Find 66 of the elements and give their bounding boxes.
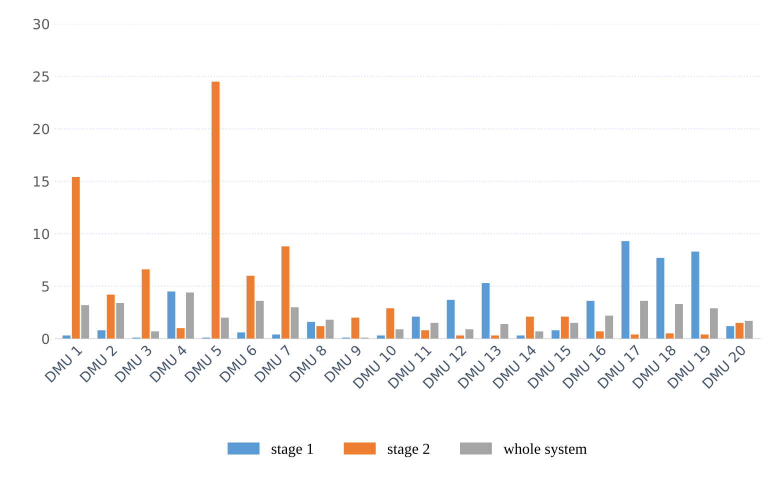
bar: [526, 316, 534, 339]
bar: [586, 300, 594, 339]
bar: [446, 300, 455, 339]
bar: [744, 320, 753, 339]
bar: [710, 308, 718, 339]
y-tick-label: 25: [33, 71, 49, 82]
bar: [186, 292, 194, 339]
bar: [596, 331, 604, 339]
bar: [307, 322, 315, 339]
bar: [482, 283, 490, 339]
bar: [237, 332, 246, 339]
bar: [351, 318, 360, 339]
bar: [326, 320, 334, 339]
bar: [570, 322, 578, 339]
bar: [430, 322, 438, 339]
bar: [62, 336, 70, 339]
bar: [491, 336, 499, 339]
bar: [700, 334, 709, 339]
bar: [656, 258, 664, 339]
bar: [116, 302, 124, 339]
bar: [691, 252, 700, 339]
bar: [281, 246, 290, 339]
bar: [605, 316, 614, 339]
bar: [535, 331, 544, 339]
bar: [72, 177, 80, 339]
bar: [630, 334, 639, 339]
bar: [465, 329, 474, 339]
bar: [675, 304, 683, 339]
bar: [81, 305, 90, 339]
bar: [176, 328, 185, 339]
bar: [106, 294, 115, 339]
bar: [640, 300, 648, 339]
bar: [736, 322, 744, 339]
bar: [412, 316, 420, 339]
bar: [220, 318, 229, 339]
y-tick-label: 10: [34, 228, 50, 240]
bar: [272, 334, 280, 339]
bar: [726, 326, 734, 339]
bar: [621, 241, 630, 339]
bar: [552, 330, 560, 339]
bar: [666, 333, 674, 339]
bar: [151, 331, 159, 339]
bar: [386, 308, 394, 339]
y-tick-label: 15: [34, 176, 49, 187]
bar: [246, 276, 254, 339]
bar: [167, 291, 176, 339]
bar: [97, 330, 106, 339]
legend-label: stage 1: [272, 444, 314, 458]
bar: [212, 82, 220, 339]
bar: [560, 316, 569, 339]
bar: [316, 326, 324, 339]
bar: [256, 300, 264, 339]
y-tick-label: 30: [33, 18, 50, 30]
bar: [500, 324, 508, 339]
bar: [456, 336, 464, 339]
y-tick-label: 0: [42, 334, 50, 344]
bar: [421, 330, 430, 339]
bar: [376, 336, 385, 339]
bar: [142, 269, 150, 339]
y-tick-label: 5: [42, 281, 49, 292]
legend-label: whole system: [503, 443, 587, 458]
bar: [290, 307, 299, 339]
bar: [516, 336, 525, 339]
y-tick-label: 20: [33, 124, 50, 134]
legend-label: stage 2: [388, 444, 430, 458]
bar: [396, 329, 404, 339]
